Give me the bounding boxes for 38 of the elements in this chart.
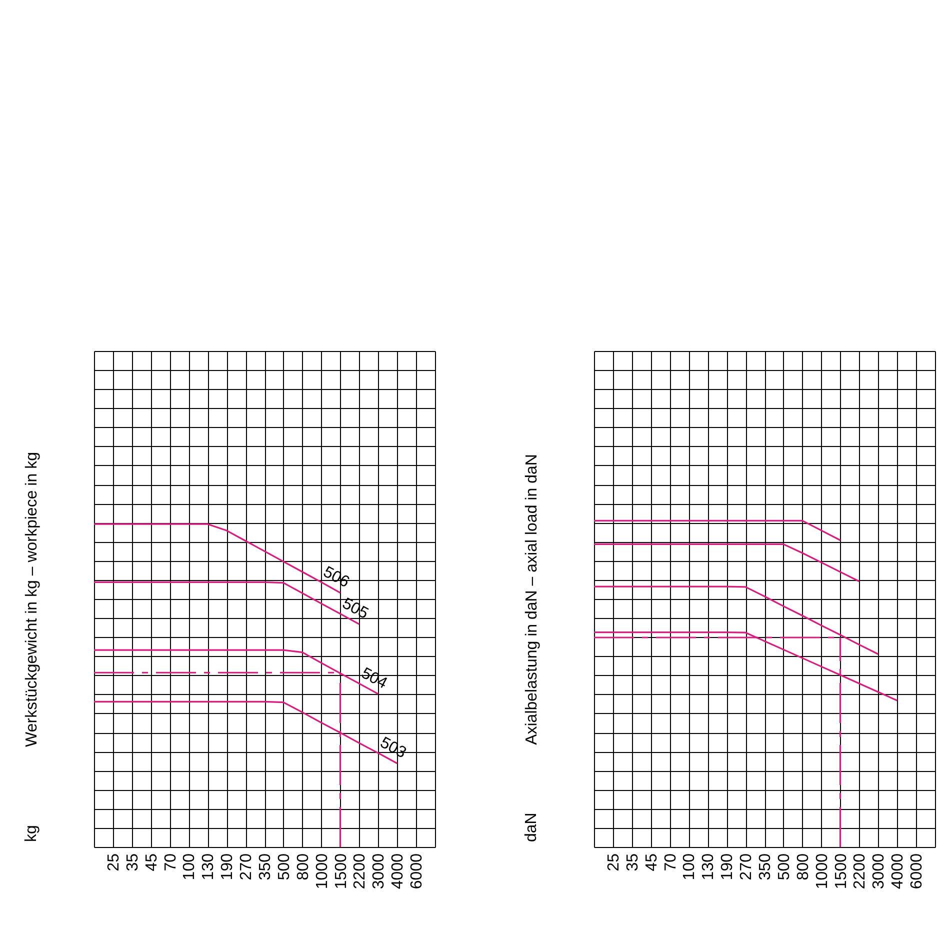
text: daN [523, 812, 540, 842]
x-tick-label: 25 [105, 853, 122, 872]
x-tick-label: 70 [662, 853, 680, 872]
x-tick-label: 2200 [852, 853, 869, 890]
x-tick-label: 45 [143, 853, 160, 872]
x-tick-label: 35 [624, 853, 642, 872]
x-tick-label: 100 [181, 853, 198, 880]
x-tick-label: 6000 [408, 853, 426, 890]
x-tick-label: 6000 [908, 853, 926, 890]
x-tick-label: 500 [276, 853, 293, 880]
x-tick-label: 2200 [352, 853, 369, 890]
x-tick-label: 1500 [332, 853, 350, 890]
x-tick-label: 70 [162, 853, 180, 872]
x-tick-label: 35 [124, 853, 142, 872]
x-tick-label: 270 [738, 853, 756, 880]
x-tick-label: 4000 [390, 853, 407, 890]
x-tick-label: 25 [605, 853, 622, 872]
x-tick-label: 45 [643, 853, 660, 872]
x-tick-label: 130 [200, 853, 218, 880]
x-tick-label: 3000 [370, 853, 388, 890]
x-tick-label: 350 [757, 853, 774, 880]
x-tick-label: 800 [794, 853, 812, 880]
y-axis-title: Werkstückgewicht in kg – workpiece in kg [24, 452, 40, 747]
y-axis-title: Axialbelastung in daN – axial load in daN [524, 454, 540, 745]
x-tick-label: 1000 [814, 853, 831, 890]
x-tick-label: 800 [294, 853, 312, 880]
x-tick-label: 4000 [890, 853, 907, 890]
x-tick-label: 1500 [832, 853, 850, 890]
x-tick-label: 500 [776, 853, 793, 880]
x-tick-label: 190 [719, 853, 736, 880]
x-tick-label: 130 [700, 853, 718, 880]
x-tick-label: 190 [219, 853, 236, 880]
x-tick-label: 1000 [314, 853, 331, 890]
x-tick-label: 100 [681, 853, 698, 880]
x-tick-label: 270 [238, 853, 256, 880]
text: kg [23, 825, 40, 842]
x-tick-label: 350 [257, 853, 274, 880]
x-tick-label: 3000 [870, 853, 888, 890]
